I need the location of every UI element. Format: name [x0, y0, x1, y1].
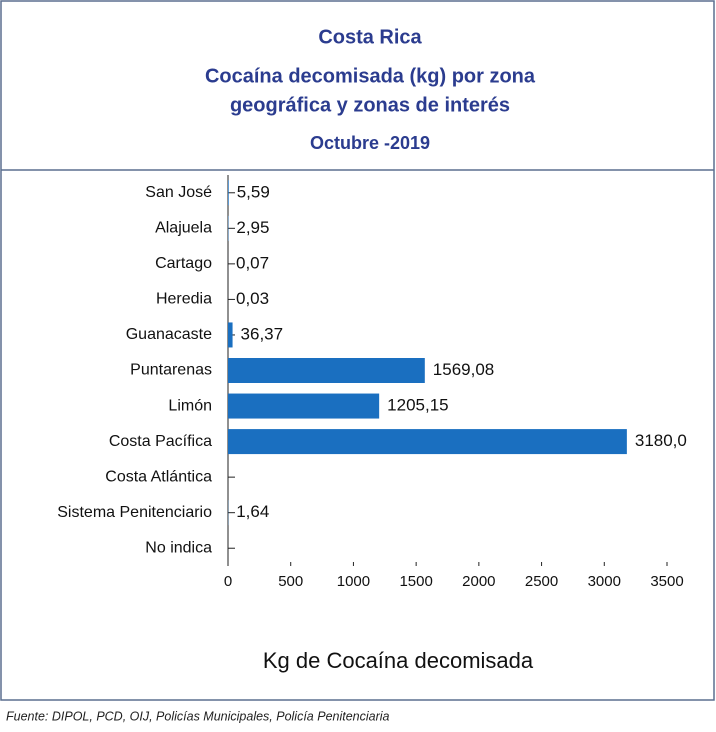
y-tick-label: Puntarenas: [130, 362, 212, 379]
frame: [0, 0, 715, 701]
chart-title: Costa Rica: [318, 26, 422, 48]
x-tick-label: 1500: [399, 573, 432, 590]
x-tick-label: 2000: [462, 573, 495, 590]
bar: [228, 180, 229, 206]
value-label: 1,64: [236, 502, 269, 521]
value-label: 0,07: [236, 253, 269, 272]
y-tick-label: Heredia: [156, 291, 212, 308]
chart-period: Octubre -2019: [310, 133, 430, 153]
x-tick-label: 1000: [337, 573, 370, 590]
value-label: 36,37: [241, 324, 284, 343]
chart-subtitle: Cocaína decomisada (kg) por zona: [205, 65, 536, 87]
x-tick-label: 3000: [588, 573, 621, 590]
chart-subtitle: geográfica y zonas de interés: [230, 94, 510, 116]
value-label: 3180,0: [635, 431, 687, 450]
x-tick-label: 2500: [525, 573, 558, 590]
y-tick-label: San José: [145, 184, 212, 201]
value-label: 1205,15: [387, 396, 448, 415]
x-axis-label: Kg de Cocaína decomisada: [263, 648, 534, 673]
y-tick-label: No indica: [145, 539, 212, 556]
bar: [228, 358, 425, 383]
bar: [228, 322, 233, 348]
y-tick-label: Alajuela: [155, 220, 212, 237]
bar: [228, 393, 380, 419]
y-tick-label: Cartago: [155, 255, 212, 272]
y-tick-label: Sistema Penitenciario: [57, 504, 212, 521]
value-label: 5,59: [237, 182, 270, 201]
bar: [228, 429, 627, 455]
value-label: 1569,08: [433, 360, 494, 379]
x-tick-label: 500: [278, 573, 303, 590]
value-label: 2,95: [236, 218, 269, 237]
source-note: Fuente: DIPOL, PCD, OIJ, Policías Munici…: [6, 709, 390, 723]
x-tick-label: 3500: [650, 573, 683, 590]
y-tick-label: Costa Atlántica: [105, 468, 212, 485]
y-tick-label: Guanacaste: [126, 326, 212, 343]
value-label: 0,03: [236, 289, 269, 308]
y-tick-label: Costa Pacífica: [109, 433, 212, 450]
x-tick-label: 0: [224, 573, 232, 590]
y-tick-label: Limón: [168, 397, 212, 414]
